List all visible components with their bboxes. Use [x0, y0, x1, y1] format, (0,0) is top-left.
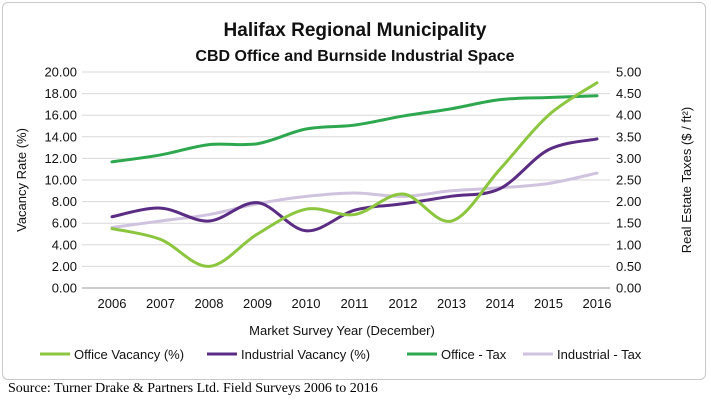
- x-tick-label: 2012: [389, 296, 418, 311]
- y-tick-label-right: 0.00: [616, 281, 641, 296]
- y-tick-label-right: 2.00: [616, 194, 641, 209]
- y-tick-label-right: 4.00: [616, 108, 641, 123]
- y-tick-label-right: 3.00: [616, 151, 641, 166]
- x-tick-label: 2016: [583, 296, 612, 311]
- legend: Office Vacancy (%) Industrial Vacancy (%)…: [40, 347, 642, 362]
- y-axis-label: Vacancy Rate (%): [14, 128, 29, 232]
- y-tick-label: 4.00: [52, 237, 77, 252]
- chart-frame: [2, 2, 706, 380]
- source-note: Source: Turner Drake & Partners Ltd. Fie…: [8, 381, 378, 396]
- legend-label: Industrial Vacancy (%): [241, 347, 370, 362]
- y-tick-label: 14.00: [44, 129, 77, 144]
- y-tick-label-right: 0.50: [616, 259, 641, 274]
- chart-title: Halifax Regional Municipality: [224, 20, 487, 41]
- x-tick-label: 2008: [195, 296, 224, 311]
- series-line-industrial-tax: [110, 171, 599, 230]
- series-line-office-tax: [110, 94, 599, 164]
- x-tick-label: 2013: [437, 296, 466, 311]
- right-axis-ticks: 0.00 0.50 1.00 1.50 2.00 2.50 3.00 3.50 4.00 4.50…: [616, 65, 641, 296]
- series-line-office-vacancy: [110, 81, 599, 268]
- y-tick-label-right: 4.50: [616, 86, 641, 101]
- y-tick-label: 16.00: [44, 108, 77, 123]
- chart: Halifax Regional Municipality CBD Office…: [14, 20, 694, 362]
- series-line-industrial-vacancy: [110, 137, 599, 233]
- x-tick-label: 2014: [486, 296, 515, 311]
- y-tick-label: 18.00: [44, 86, 77, 101]
- x-tick-label: 2015: [534, 296, 563, 311]
- gridlines: [82, 71, 610, 289]
- y-tick-label: 12.00: [44, 151, 77, 166]
- x-tick-label: 2007: [146, 296, 175, 311]
- y-tick-label-right: 2.50: [616, 173, 641, 188]
- left-axis-ticks: 0.00 2.00 4.00 6.00 8.00 10.00 12.00 14.00 16.00…: [44, 65, 77, 296]
- legend-label: Office - Tax: [441, 347, 507, 362]
- y-tick-label: 10.00: [44, 173, 77, 188]
- x-axis-ticks: 2006 2007 2008 2009 2010 2011 2012 2013 2014 2015…: [98, 296, 612, 311]
- legend-label: Office Vacancy (%): [74, 347, 184, 362]
- y-axis-label-right: Real Estate Taxes ($ / ft²): [679, 107, 694, 253]
- y-tick-label: 2.00: [52, 259, 77, 274]
- legend-label: Industrial - Tax: [557, 347, 642, 362]
- x-tick-label: 2011: [341, 296, 369, 311]
- y-tick-label-right: 1.00: [616, 237, 641, 252]
- y-tick-label: 6.00: [52, 216, 77, 231]
- y-tick-label: 0.00: [52, 281, 77, 296]
- y-tick-label-right: 1.50: [616, 216, 641, 231]
- x-tick-label: 2009: [243, 296, 272, 311]
- y-tick-label: 8.00: [52, 194, 77, 209]
- x-tick-label: 2006: [98, 296, 127, 311]
- series-lines: [110, 81, 599, 268]
- x-tick-label: 2010: [292, 296, 321, 311]
- x-axis-label: Market Survey Year (December): [249, 323, 435, 338]
- y-tick-label-right: 5.00: [616, 65, 641, 80]
- y-tick-label: 20.00: [44, 65, 77, 80]
- y-tick-label-right: 3.50: [616, 129, 641, 144]
- chart-subtitle: CBD Office and Burnside Industrial Space: [195, 48, 514, 65]
